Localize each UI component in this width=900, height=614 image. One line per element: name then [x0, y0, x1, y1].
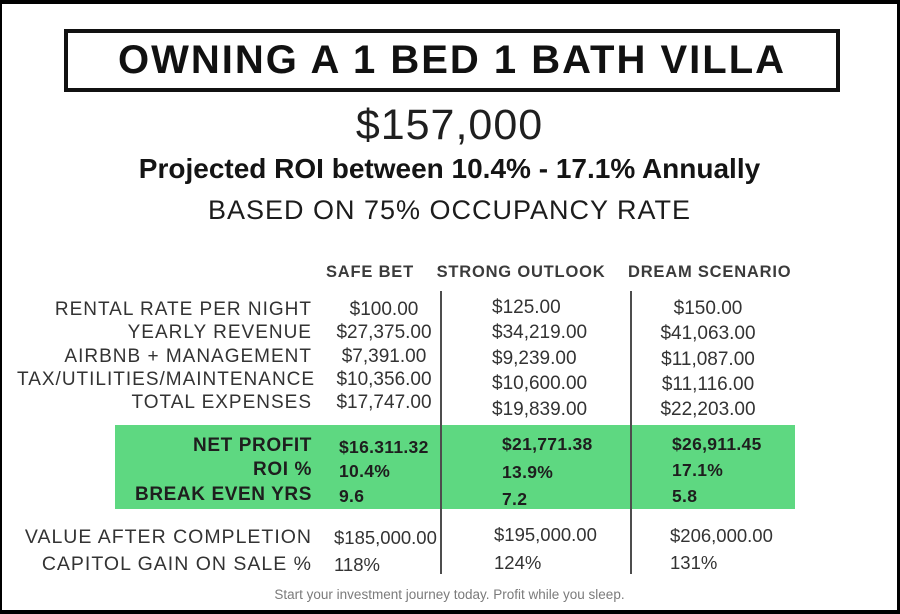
row-label-yearly-revenue: YEARLY REVENUE: [127, 322, 312, 344]
footer-tagline: Start your investment journey today. Pro…: [274, 587, 625, 602]
cell-dream-yearly-revenue: $41,063.00: [660, 323, 756, 345]
cell-dream-total-expenses: $22,203.00: [660, 399, 756, 421]
cell-safe-yearly-revenue: $27,375.00: [336, 322, 432, 344]
cell-strong-roi: 13.9%: [502, 461, 554, 482]
cell-strong-airbnb-management: $9,239.00: [492, 347, 577, 369]
cell-dream-capitol-gain: 131%: [670, 552, 718, 573]
column-safe-bet-values: $100.00 $27,375.00 $7,391.00 $10,356.00 …: [324, 298, 444, 414]
cell-safe-roi: 10.4%: [339, 461, 391, 482]
cell-dream-rental-rate: $150.00: [673, 298, 743, 319]
column-divider-2: [630, 291, 632, 574]
cell-strong-capitol-gain: 124%: [494, 551, 542, 573]
column-dream-scenario-values: $150.00 $41,063.00 $11,087.00 $11,116.00…: [642, 296, 774, 422]
page-title: OWNING A 1 BED 1 BATH VILLA: [117, 38, 787, 82]
occupancy-subtitle: BASED ON 75% OCCUPANCY RATE: [207, 195, 692, 225]
roi-subtitle: Projected ROI between 10.4% - 17.1% Annu…: [138, 153, 761, 184]
column-header-safe-bet: SAFE BET: [326, 263, 414, 281]
row-label-net-profit: NET PROFIT: [193, 435, 312, 456]
cell-safe-total-expenses: $17,747.00: [336, 392, 432, 414]
sale-strong-outlook-values: $195,000.00 124%: [494, 521, 597, 576]
main-row-labels: RENTAL RATE PER NIGHT YEARLY REVENUE AIR…: [17, 298, 316, 414]
profit-row-labels: NET PROFIT ROI % BREAK EVEN YRS: [17, 434, 312, 507]
cell-safe-tax-utilities: $10,356.00: [336, 368, 432, 390]
sale-row-labels: VALUE AFTER COMPLETION CAPITOL GAIN ON S…: [17, 524, 312, 577]
cell-safe-rental-rate: $100.00: [349, 299, 419, 320]
cell-strong-rental-rate: $125.00: [492, 297, 561, 318]
column-header-strong-outlook: STRONG OUTLOOK: [436, 263, 606, 281]
cell-dream-net-profit: $26,911.45: [672, 434, 762, 454]
cell-safe-capitol-gain: 118%: [334, 553, 380, 575]
cell-strong-net-profit: $21,771.38: [502, 434, 593, 454]
title-box: OWNING A 1 BED 1 BATH VILLA: [64, 29, 840, 92]
cell-dream-airbnb-management: $11,087.00: [661, 348, 755, 370]
cell-dream-break-even: 5.8: [672, 485, 698, 506]
column-divider-1: [440, 291, 442, 574]
cell-dream-roi: 17.1%: [672, 459, 724, 480]
highlight-band: [115, 425, 795, 509]
cell-dream-tax-utilities: $11,116.00: [661, 373, 755, 395]
cell-dream-value-after-completion: $206,000.00: [670, 525, 773, 546]
cell-safe-value-after-completion: $185,000.00: [334, 527, 437, 548]
cell-strong-break-even: 7.2: [502, 489, 528, 509]
cell-safe-net-profit: $16.311.32: [339, 437, 429, 457]
column-header-dream-scenario: DREAM SCENARIO: [628, 263, 792, 281]
row-label-tax-utilities-maintenance: TAX/UTILITIES/MAINTENANCE: [17, 368, 316, 390]
sale-safe-bet-values: $185,000.00 118%: [334, 525, 437, 578]
cell-safe-airbnb-management: $7,391.00: [341, 345, 427, 367]
profit-dream-scenario-values: $26,911.45 17.1% 5.8: [672, 432, 762, 509]
profit-strong-outlook-values: $21,771.38 13.9% 7.2: [502, 431, 593, 514]
row-label-rental-rate: RENTAL RATE PER NIGHT: [54, 299, 312, 320]
cell-safe-break-even: 9.6: [339, 485, 365, 506]
profit-safe-bet-values: $16.311.32 10.4% 9.6: [339, 435, 429, 508]
cell-strong-total-expenses: $19,839.00: [492, 398, 588, 420]
cell-strong-tax-utilities: $10,600.00: [492, 373, 588, 395]
row-label-total-expenses: TOTAL EXPENSES: [131, 392, 312, 414]
row-label-capitol-gain: CAPITOL GAIN ON SALE %: [41, 552, 312, 575]
row-label-value-after-completion: VALUE AFTER COMPLETION: [24, 526, 312, 548]
column-strong-outlook-values: $125.00 $34,219.00 $9,239.00 $10,600.00 …: [492, 295, 587, 422]
price-text: $157,000: [355, 101, 544, 149]
sale-dream-scenario-values: $206,000.00 131%: [670, 522, 773, 576]
row-label-airbnb-management: AIRBNB + MANAGEMENT: [64, 345, 312, 367]
row-label-break-even-yrs: BREAK EVEN YRS: [135, 483, 312, 505]
row-label-roi-percent: ROI %: [253, 459, 312, 481]
cell-strong-yearly-revenue: $34,219.00: [492, 322, 588, 344]
cell-strong-value-after-completion: $195,000.00: [494, 524, 597, 545]
